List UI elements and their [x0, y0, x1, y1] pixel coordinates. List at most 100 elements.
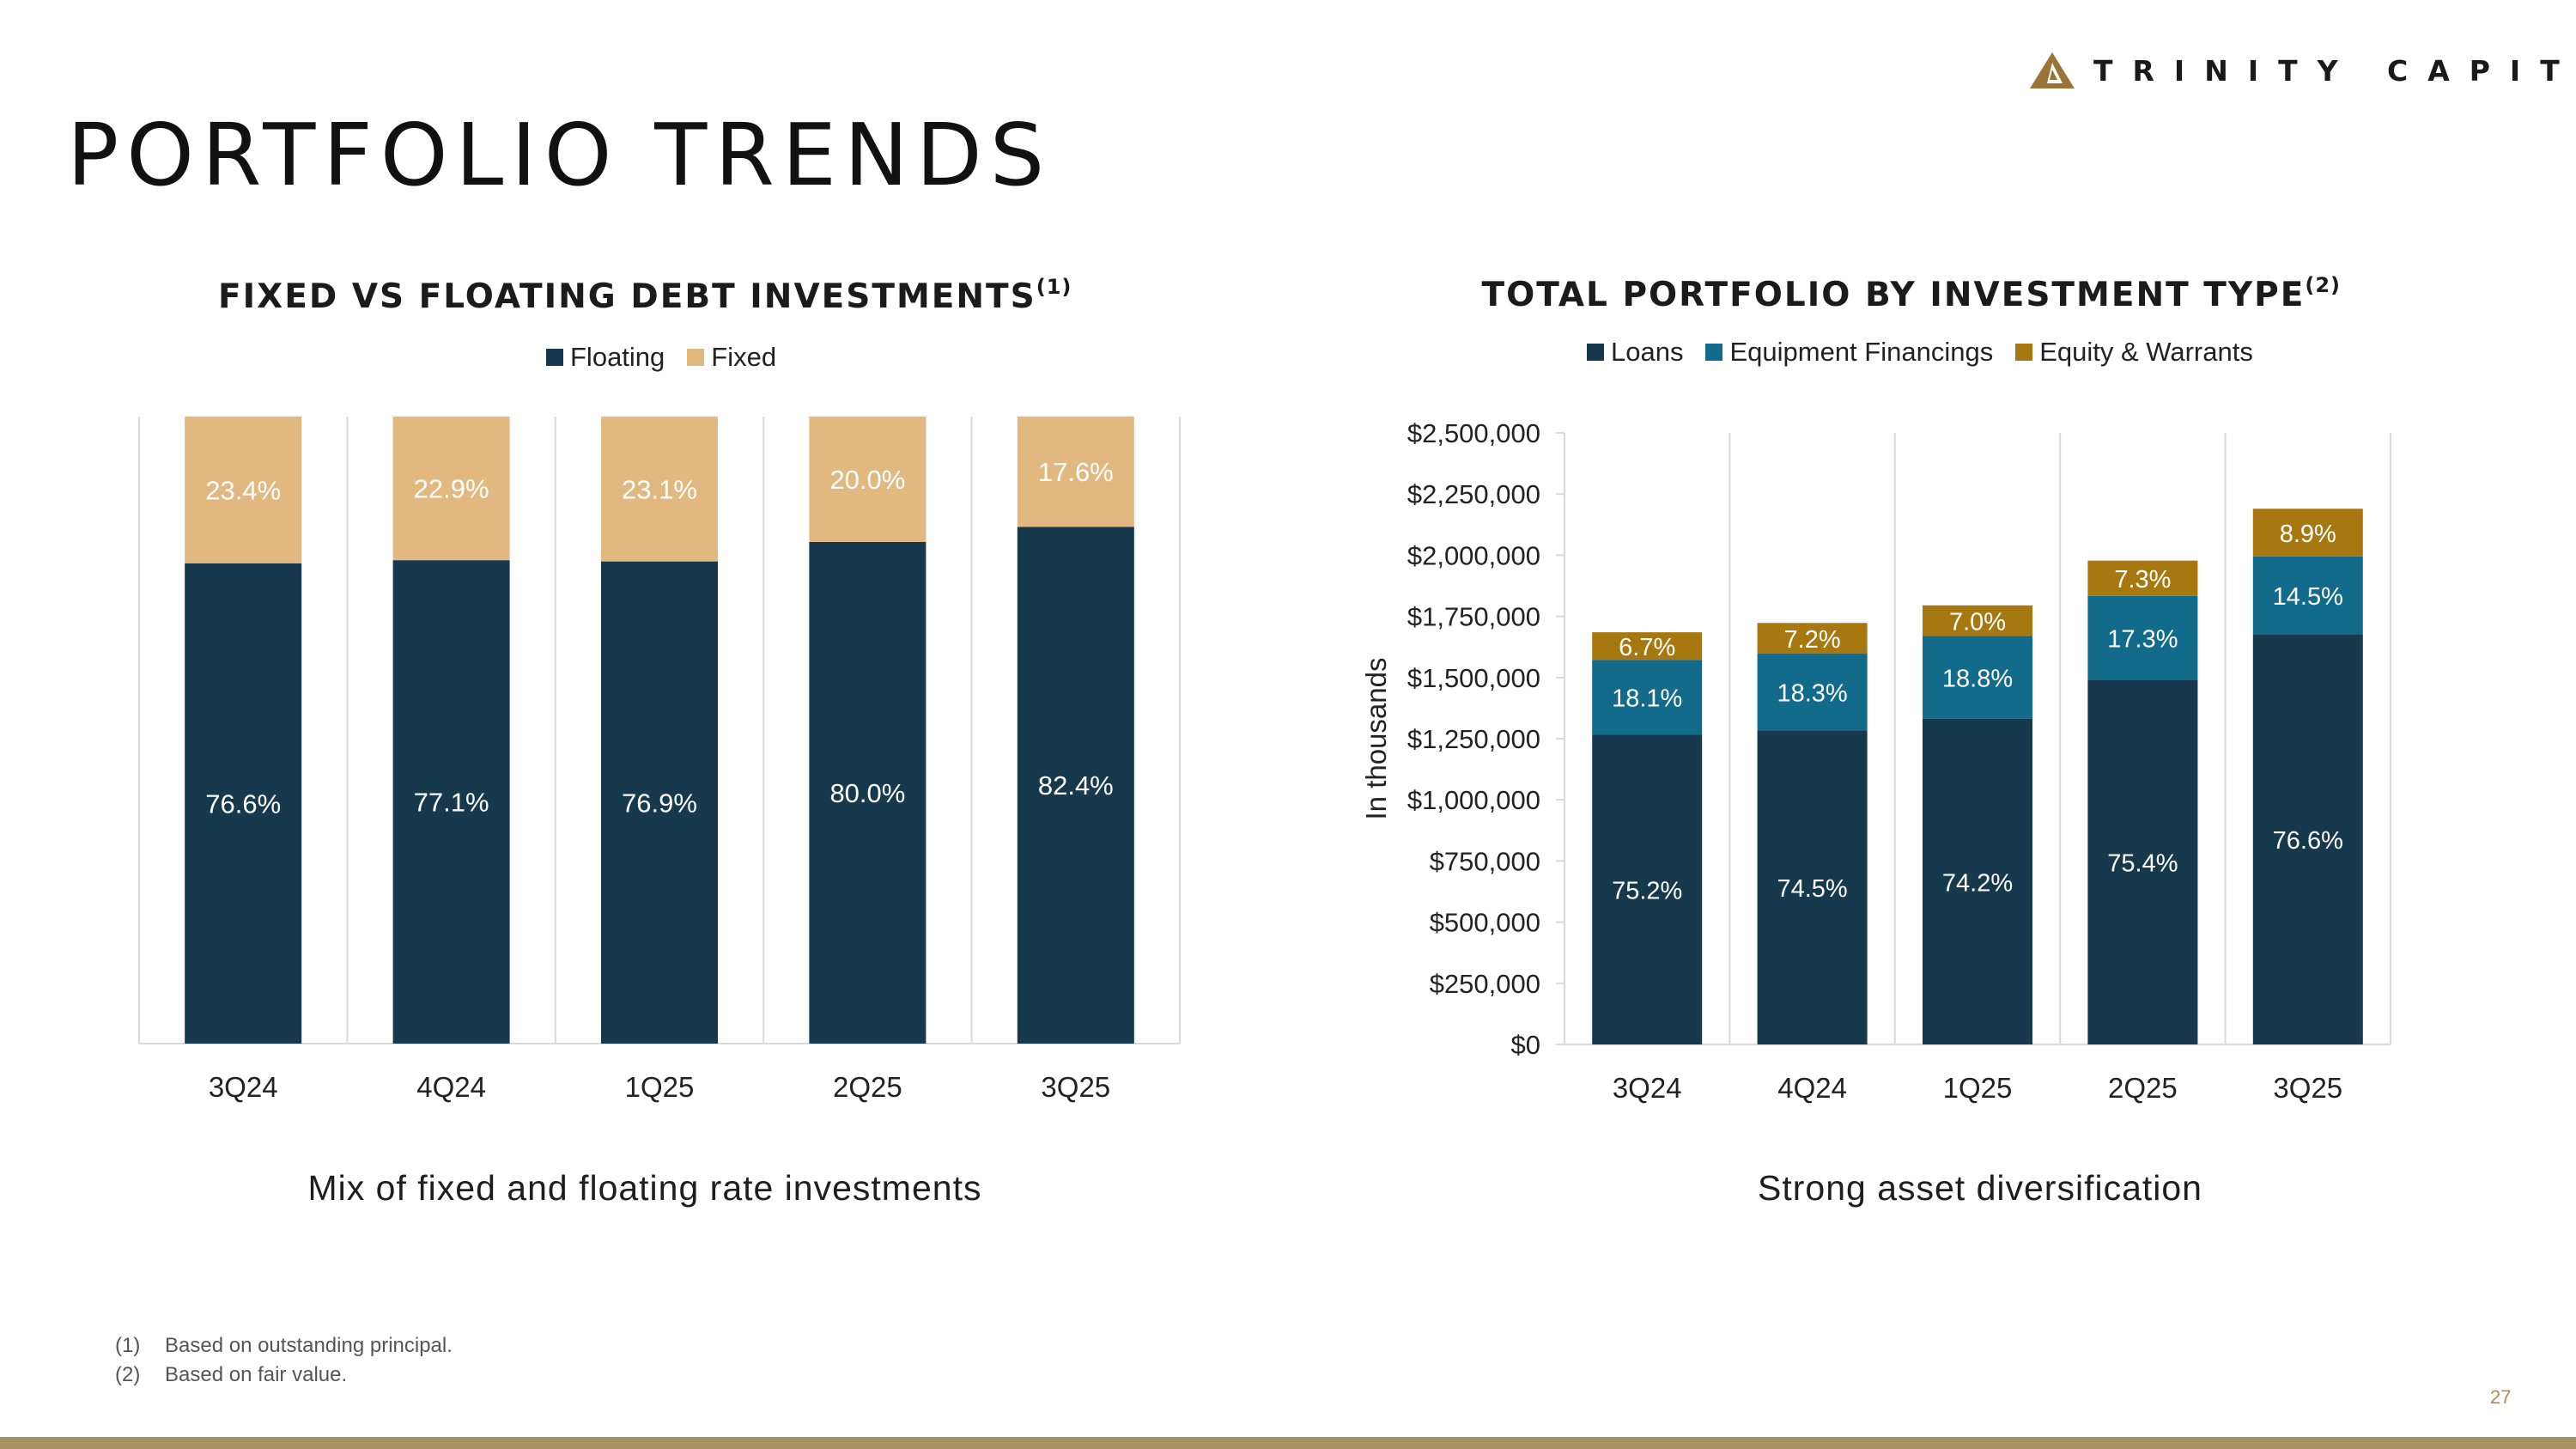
y-tick-label: $250,000	[1430, 969, 1540, 999]
data-label: 23.4%	[205, 475, 281, 505]
data-label: 22.9%	[414, 474, 489, 504]
legend-item-loans: Loans	[1587, 337, 1683, 368]
data-label: 6.7%	[1619, 634, 1675, 661]
portfolio-type-caption: Strong asset diversification	[1758, 1168, 2202, 1208]
brand-name: TRINITY CAPITAL	[2093, 53, 2576, 88]
bar-segment	[2252, 508, 2363, 557]
footnotes: (1) Based on outstanding principal. (2) Ba…	[115, 1331, 453, 1390]
data-label: 82.4%	[1038, 770, 1114, 801]
bar-fixed	[809, 417, 927, 542]
trinity-capital-logo: TRINITY CAPITAL	[2028, 45, 2576, 96]
fixed-floating-legend: Floating Fixed	[546, 342, 776, 373]
x-tick-label: 1Q25	[1943, 1072, 2013, 1104]
bar-fixed	[392, 417, 510, 561]
bar-segment	[2087, 679, 2198, 1044]
bar-floating	[392, 560, 510, 1044]
triangle-logo-icon	[2030, 52, 2075, 88]
x-tick-label: 4Q24	[416, 1071, 486, 1103]
footnote-ref: (2)	[2305, 273, 2342, 297]
data-label: 77.1%	[414, 788, 489, 818]
bar-segment	[1592, 660, 1703, 735]
bar-segment	[2087, 595, 2198, 680]
data-label: 7.2%	[1784, 626, 1841, 654]
legend-swatch-fixed	[687, 349, 705, 366]
y-tick-label: $0	[1511, 1030, 1540, 1060]
data-label: 74.2%	[1942, 869, 2013, 897]
bar-segment	[1757, 730, 1868, 1044]
data-label: 18.8%	[1942, 666, 2013, 693]
footnote-number: (2)	[115, 1363, 141, 1386]
bar-segment	[1923, 718, 2032, 1044]
legend-item-fixed: Fixed	[687, 342, 776, 373]
data-label: 17.3%	[2107, 626, 2178, 654]
legend-label: Equipment Financings	[1729, 337, 1994, 367]
data-label: 14.5%	[2273, 583, 2343, 611]
footnote-1: (1) Based on outstanding principal.	[115, 1331, 453, 1361]
x-tick-label: 3Q25	[1041, 1071, 1110, 1103]
y-tick-label: $1,000,000	[1407, 785, 1540, 815]
legend-label: Fixed	[711, 342, 777, 372]
bar-floating	[809, 542, 927, 1044]
data-label: 75.2%	[1612, 878, 1682, 905]
bar-floating	[1017, 527, 1134, 1044]
page-number: 27	[2490, 1386, 2512, 1408]
legend-item-floating: Floating	[546, 342, 665, 373]
data-label: 76.6%	[205, 788, 281, 819]
x-tick-label: 2Q25	[833, 1071, 902, 1103]
legend-swatch-equity	[2015, 344, 2033, 361]
bar-floating	[601, 561, 718, 1044]
y-tick-label: $500,000	[1430, 908, 1540, 938]
y-axis-title: In thousands	[1360, 658, 1392, 820]
legend-item-equity: Equity & Warrants	[2015, 337, 2253, 368]
data-label: 18.3%	[1777, 680, 1847, 708]
y-tick-label: $2,250,000	[1407, 479, 1540, 509]
footnote-ref: (1)	[1036, 275, 1072, 299]
page-title: PORTFOLIO TRENDS	[67, 105, 1053, 205]
y-tick-label: $750,000	[1430, 846, 1540, 876]
data-label: 17.6%	[1038, 457, 1114, 487]
bar-segment	[1592, 734, 1703, 1044]
data-label: 75.4%	[2107, 850, 2178, 878]
bar-segment	[1923, 636, 2032, 719]
y-tick-label: $1,500,000	[1407, 663, 1540, 693]
y-tick-label: $2,000,000	[1407, 540, 1540, 570]
footnote-text: Based on outstanding principal.	[165, 1334, 453, 1357]
bar-fixed	[1017, 417, 1134, 527]
x-tick-label: 3Q24	[1613, 1072, 1682, 1104]
data-label: 7.3%	[2114, 566, 2171, 594]
legend-label: Loans	[1611, 337, 1684, 367]
data-label: 76.9%	[622, 788, 697, 818]
data-label: 23.1%	[622, 474, 697, 504]
legend-label: Floating	[570, 342, 665, 372]
legend-label: Equity & Warrants	[2039, 337, 2253, 367]
y-tick-label: $1,750,000	[1407, 602, 1540, 632]
legend-swatch-equipment	[1705, 344, 1723, 361]
data-label: 18.1%	[1612, 685, 1682, 713]
bar-floating	[185, 563, 302, 1044]
bar-segment	[2252, 556, 2363, 635]
x-tick-label: 2Q25	[2108, 1072, 2178, 1104]
bar-fixed	[185, 417, 302, 563]
data-label: 7.0%	[1949, 609, 2006, 636]
bar-segment	[2252, 634, 2363, 1044]
data-label: 8.9%	[2280, 521, 2336, 548]
bottom-accent-bar	[0, 1437, 2576, 1449]
y-tick-label: $2,500,000	[1407, 418, 1540, 448]
data-label: 20.0%	[829, 465, 905, 495]
portfolio-type-chart-title: TOTAL PORTFOLIO BY INVESTMENT TYPE(2)	[1482, 273, 2342, 314]
fixed-floating-caption: Mix of fixed and floating rate investmen…	[307, 1168, 982, 1208]
chart-title-text: FIXED VS FLOATING DEBT INVESTMENTS	[218, 277, 1036, 316]
x-tick-label: 3Q25	[2273, 1072, 2342, 1104]
footnote-text: Based on fair value.	[165, 1363, 348, 1386]
fixed-floating-chart-title: FIXED VS FLOATING DEBT INVESTMENTS(1)	[218, 275, 1072, 316]
legend-swatch-floating	[546, 349, 563, 366]
footnote-2: (2) Based on fair value.	[115, 1361, 453, 1390]
x-tick-label: 1Q25	[625, 1071, 695, 1103]
y-tick-label: $1,250,000	[1407, 724, 1540, 754]
x-tick-label: 4Q24	[1777, 1072, 1847, 1104]
portfolio-type-legend: Loans Equipment Financings Equity & Warr…	[1587, 337, 2253, 368]
legend-item-equipment: Equipment Financings	[1705, 337, 1993, 368]
chart-title-text: TOTAL PORTFOLIO BY INVESTMENT TYPE	[1481, 276, 2306, 314]
